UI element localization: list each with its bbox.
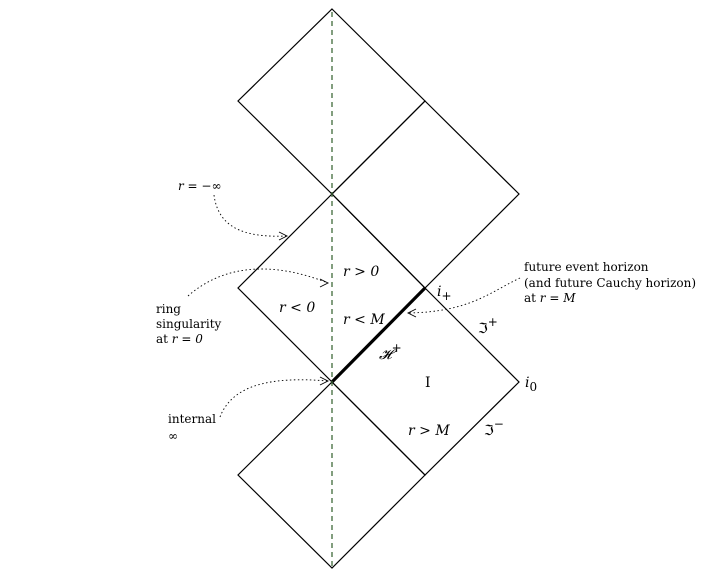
label-r-positive: r > 0 (343, 264, 379, 280)
label-scri-minus: ℑ− (484, 417, 504, 439)
upper-right-diamond (331, 100, 520, 289)
pointer-internal-infinity (219, 379, 329, 418)
label-r-negative: r < 0 (279, 300, 315, 316)
future-event-horizon-line (330, 286, 427, 384)
bottom-diamond (237, 381, 426, 569)
annotation-internal-line1: internal (168, 412, 216, 426)
label-scri-plus: ℑ+ (478, 315, 498, 337)
arrowhead-internal-infinity (319, 376, 330, 386)
arrowhead-future-event-horizon (406, 308, 417, 318)
arrowhead-r-minus-infinity (278, 231, 289, 241)
label-r-less-m: r < M (343, 312, 385, 328)
label-horizon: 𝓗+ (379, 341, 402, 363)
label-r-greater-m: r > M (408, 423, 450, 439)
annotation-ring-line3: at r = 0 (156, 332, 203, 346)
annotation-ring-line2: singularity (156, 317, 222, 331)
pointer-r-minus-infinity (213, 194, 287, 237)
pointer-ring-singularity (187, 268, 329, 297)
annotation-r-minus-infinity: r = −∞ (178, 179, 221, 193)
pointer-future-event-horizon (407, 277, 521, 314)
annotation-horizon-line2: (and future Cauchy horizon) (524, 276, 696, 290)
annotation-horizon-line1: future event horizon (524, 260, 649, 274)
label-region-one: I (425, 375, 431, 391)
label-i-plus: i+ (437, 284, 452, 303)
arrowhead-ring-singularity (319, 278, 330, 288)
annotation-horizon-line3: at r = M (524, 291, 576, 305)
annotation-ring-line1: ring (156, 302, 181, 316)
annotation-internal-line2: ∞ (168, 429, 178, 443)
label-i-zero: i0 (525, 375, 537, 394)
